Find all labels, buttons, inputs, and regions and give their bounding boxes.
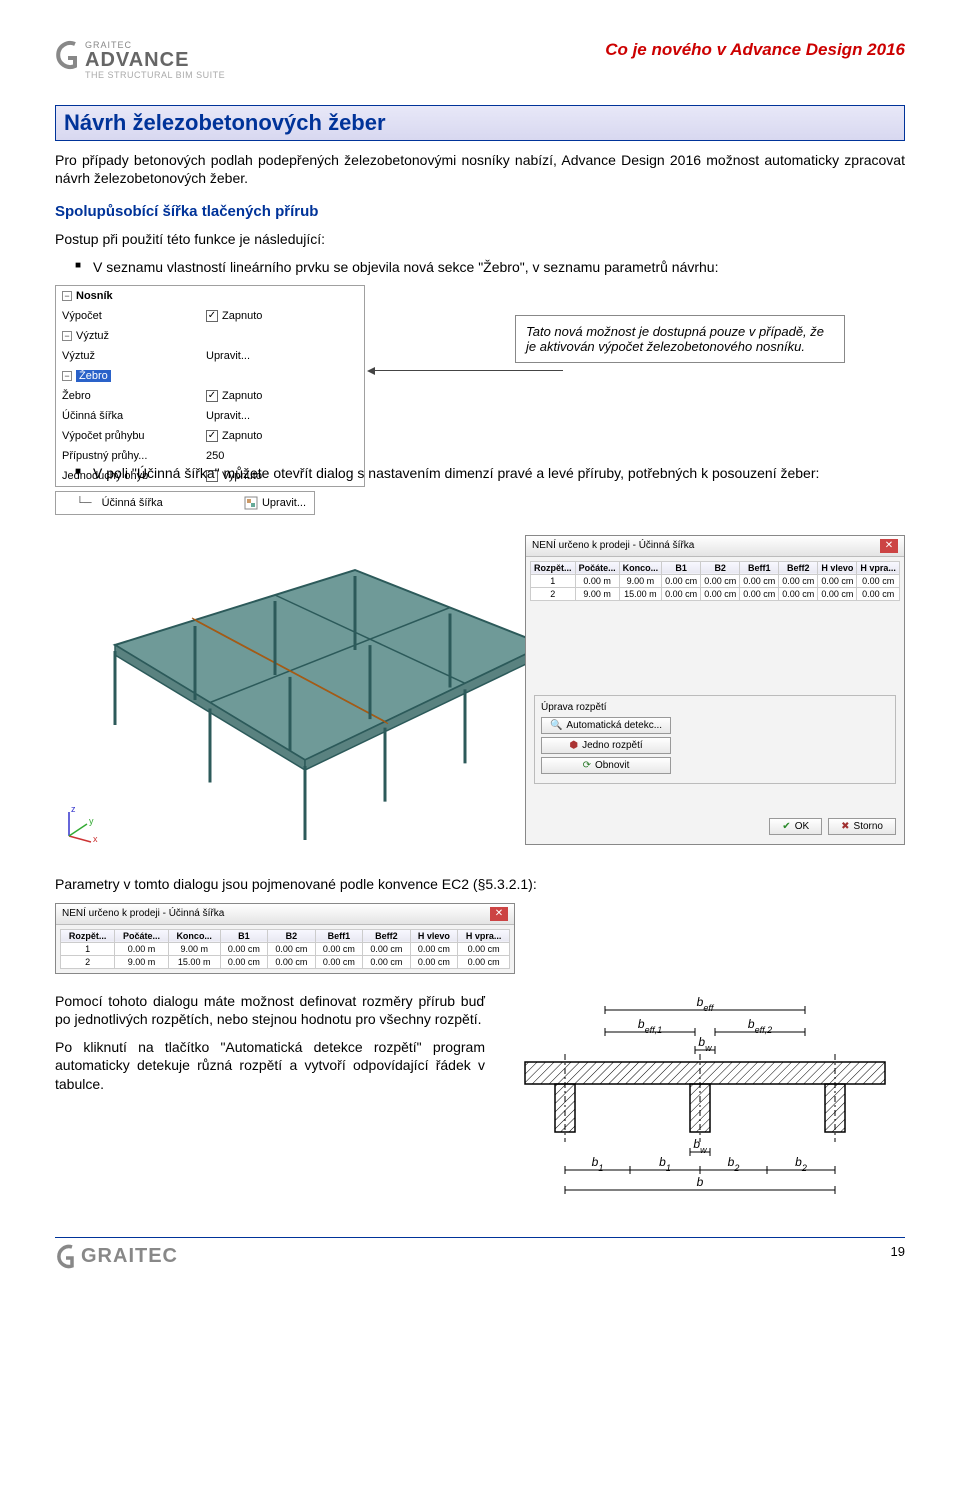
prop-label: Účinná šířka <box>62 410 123 422</box>
brand-sub: THE STRUCTURAL BIM SUITE <box>85 70 225 80</box>
document-title: Co je nového v Advance Design 2016 <box>605 40 905 60</box>
effective-width-dialog: NENÍ určeno k prodeji - Účinná šířka ✕ R… <box>525 535 905 845</box>
prop-label: Výpočet <box>62 310 102 322</box>
span-edit-group: Úprava rozpětí 🔍Automatická detekc... ⬢J… <box>534 695 896 784</box>
table-header: Beff1 <box>740 561 779 574</box>
section-title: Návrh železobetonových žeber <box>55 105 905 141</box>
bullet-item: V poli "Účinná šířka" můžete otevřít dia… <box>75 465 905 481</box>
callout-box: Tato nová možnost je dostupná pouze v př… <box>515 315 845 363</box>
page-header: GRAITEC ADVANCE THE STRUCTURAL BIM SUITE… <box>55 40 905 80</box>
table-header: Počáte... <box>575 561 619 574</box>
table-row: 10.00 m9.00 m0.00 cm0.00 cm0.00 cm0.00 c… <box>61 942 510 955</box>
prop-value: Zapnuto <box>222 390 262 402</box>
subheading: Spolupůsobící šířka tlačených přírub <box>55 203 905 220</box>
param-line: Parametry v tomto dialogu jsou pojmenova… <box>55 875 905 893</box>
table-header: B1 <box>662 561 701 574</box>
dialog-title: NENÍ určeno k prodeji - Účinná šířka <box>532 540 694 551</box>
brand-main: ADVANCE <box>85 50 225 70</box>
checkbox-icon[interactable]: ✓ <box>206 310 218 322</box>
ok-button[interactable]: ✔OK <box>769 818 822 835</box>
beff-ec2-diagram: beffbeff,1beff,2bwbwb1b1b2b2b <box>505 992 905 1202</box>
close-icon[interactable]: ✕ <box>880 539 898 553</box>
prop-value: Zapnuto <box>222 310 262 322</box>
table-header: B2 <box>268 929 316 942</box>
prop-value: 250 <box>206 450 224 462</box>
eff-width-action[interactable]: Upravit... <box>262 497 306 509</box>
page-footer: GRAITEC 19 <box>55 1237 905 1270</box>
table-header: Počáte... <box>115 929 169 942</box>
svg-text:z: z <box>71 806 76 814</box>
table-header: Beff1 <box>315 929 363 942</box>
props-group: Nosník <box>76 290 113 302</box>
table-header: B2 <box>701 561 740 574</box>
prop-label: Výztuž <box>76 330 109 342</box>
prop-label: Žebro <box>76 370 111 382</box>
callout-text: Tato nová možnost je dostupná pouze v př… <box>526 324 824 354</box>
table-header: H vpra... <box>458 929 510 942</box>
brand-logo: GRAITEC ADVANCE THE STRUCTURAL BIM SUITE <box>55 40 225 80</box>
auto-detect-button[interactable]: 🔍Automatická detekc... <box>541 717 671 734</box>
dialog-table: Rozpět...Počáte...Konco...B1B2Beff1Beff2… <box>530 561 900 601</box>
table-header: H vlevo <box>410 929 458 942</box>
edit-icon[interactable] <box>244 496 258 510</box>
param-dialog: NENÍ určeno k prodeji - Účinná šířka ✕ R… <box>55 903 515 974</box>
structural-3d-model: z xy <box>55 525 555 855</box>
table-header: Beff2 <box>363 929 411 942</box>
prop-label: Přípustný průhy... <box>62 450 147 462</box>
svg-text:b: b <box>697 1175 704 1189</box>
param-dialog-title: NENÍ určeno k prodeji - Účinná šířka <box>62 908 224 919</box>
intro-paragraph: Pro případy betonových podlah podepřenýc… <box>55 151 905 187</box>
checkbox-icon[interactable]: ✓ <box>206 390 218 402</box>
footer-logo-g-icon <box>55 1244 77 1270</box>
checkbox-icon[interactable]: ✓ <box>206 430 218 442</box>
prop-label: Výpočet průhybu <box>62 430 145 442</box>
effective-width-row: └─ Účinná šířka Upravit... <box>55 491 315 515</box>
table-row: 10.00 m9.00 m0.00 cm0.00 cm0.00 cm0.00 c… <box>531 574 900 587</box>
prop-value: Upravit... <box>206 410 250 422</box>
eff-width-label: Účinná šířka <box>102 497 163 509</box>
bottom-para-1: Pomocí tohoto dialogu máte možnost defin… <box>55 992 485 1028</box>
table-header: H vpra... <box>857 561 900 574</box>
table-header: Konco... <box>168 929 220 942</box>
cancel-button[interactable]: ✖Storno <box>828 818 896 835</box>
properties-panel: −Nosník Výpočet✓Zapnuto−VýztužVýztužUpra… <box>55 285 365 487</box>
prop-label: Žebro <box>62 390 91 402</box>
axis-gizmo-icon: z xy <box>59 806 99 849</box>
prop-value: Upravit... <box>206 350 250 362</box>
svg-text:x: x <box>93 834 98 844</box>
table-row: 29.00 m15.00 m0.00 cm0.00 cm0.00 cm0.00 … <box>531 587 900 600</box>
table-header: B1 <box>220 929 268 942</box>
group-label: Úprava rozpětí <box>541 702 889 713</box>
page-number: 19 <box>891 1244 905 1259</box>
footer-brand: GRAITEC <box>81 1245 178 1268</box>
table-header: Beff2 <box>779 561 818 574</box>
prop-value: Zapnuto <box>222 430 262 442</box>
single-span-button[interactable]: ⬢Jedno rozpětí <box>541 737 671 754</box>
bottom-para-2: Po kliknutí na tlačítko "Automatická det… <box>55 1038 485 1093</box>
table-header: Rozpět... <box>531 561 576 574</box>
svg-text:y: y <box>89 816 94 826</box>
refresh-button[interactable]: ⟳Obnovit <box>541 757 671 774</box>
table-header: Konco... <box>619 561 662 574</box>
logo-g-icon <box>55 40 81 72</box>
bullet-item: V seznamu vlastností lineárního prvku se… <box>75 259 905 275</box>
close-icon[interactable]: ✕ <box>490 907 508 921</box>
callout-arrow-icon <box>373 370 563 371</box>
postup-label: Postup při použití této funkce je násled… <box>55 230 905 248</box>
prop-label: Výztuž <box>62 350 95 362</box>
table-header: H vlevo <box>818 561 857 574</box>
param-table: Rozpět...Počáte...Konco...B1B2Beff1Beff2… <box>60 929 510 969</box>
table-row: 29.00 m15.00 m0.00 cm0.00 cm0.00 cm0.00 … <box>61 955 510 968</box>
table-header: Rozpět... <box>61 929 115 942</box>
